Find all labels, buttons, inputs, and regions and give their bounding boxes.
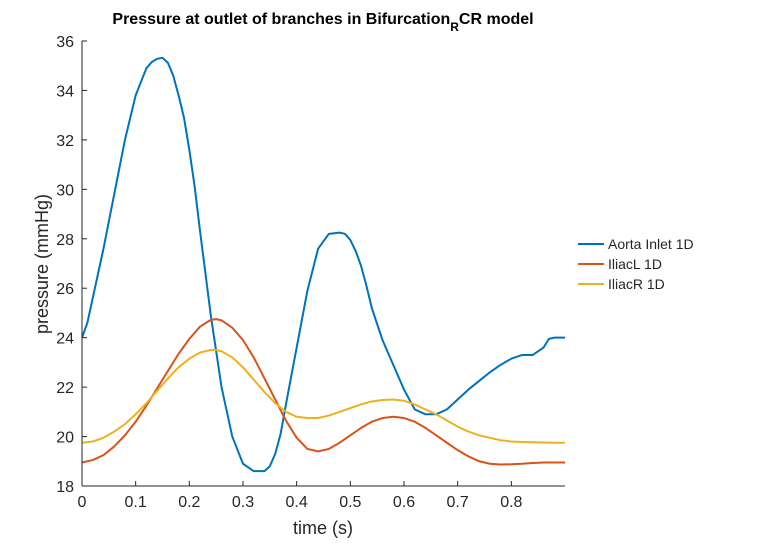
- y-tick-label: 26: [56, 281, 74, 298]
- x-axis-label: time (s): [293, 518, 353, 538]
- x-axis: 0 0.1 0.2 0.3 0.4 0.5 0.6 0.7 0.8: [78, 481, 523, 511]
- x-tick-label: 0.6: [393, 494, 415, 511]
- chart-title-main: Pressure at outlet of branches in Bifurc…: [112, 11, 450, 28]
- y-tick-label: 36: [56, 34, 74, 51]
- series-line-aorta-inlet-1d: [81, 56, 565, 473]
- y-tick-label: 34: [56, 83, 74, 100]
- x-tick-label: 0.4: [286, 494, 308, 511]
- y-tick-label: 32: [56, 133, 74, 150]
- plot-area: [81, 41, 565, 487]
- x-tick-label: 0.5: [339, 494, 361, 511]
- x-tick-label: 0: [78, 494, 87, 511]
- x-tick-label: 0.2: [178, 494, 200, 511]
- legend-label: IliacR 1D: [608, 276, 665, 292]
- chart-title-subscript: R: [450, 20, 459, 34]
- y-tick-label: 20: [56, 430, 74, 447]
- y-axis: 18 20 22 24 26 28 30 32 34 36: [56, 34, 87, 496]
- y-axis-label: pressure (mmHg): [32, 194, 52, 334]
- legend-label: Aorta Inlet 1D: [608, 236, 694, 252]
- y-tick-label: 18: [56, 479, 74, 496]
- chart-title-suffix: CR model: [459, 11, 534, 28]
- y-tick-label: 24: [56, 331, 74, 348]
- legend: Aorta Inlet 1D IliacL 1D IliacR 1D: [578, 236, 694, 292]
- y-tick-label: 28: [56, 232, 74, 249]
- x-tick-label: 0.8: [500, 494, 522, 511]
- y-tick-label: 22: [56, 380, 74, 397]
- chart-title: Pressure at outlet of branches in Bifurc…: [112, 11, 533, 34]
- legend-label: IliacL 1D: [608, 256, 662, 272]
- series-line-iliacl-1d: [81, 318, 565, 466]
- series-line-iliacr-1d: [81, 349, 565, 444]
- plot-background: [82, 41, 565, 486]
- x-tick-label: 0.1: [125, 494, 147, 511]
- y-tick-label: 30: [56, 182, 74, 199]
- x-tick-label: 0.7: [447, 494, 469, 511]
- x-tick-label: 0.3: [232, 494, 254, 511]
